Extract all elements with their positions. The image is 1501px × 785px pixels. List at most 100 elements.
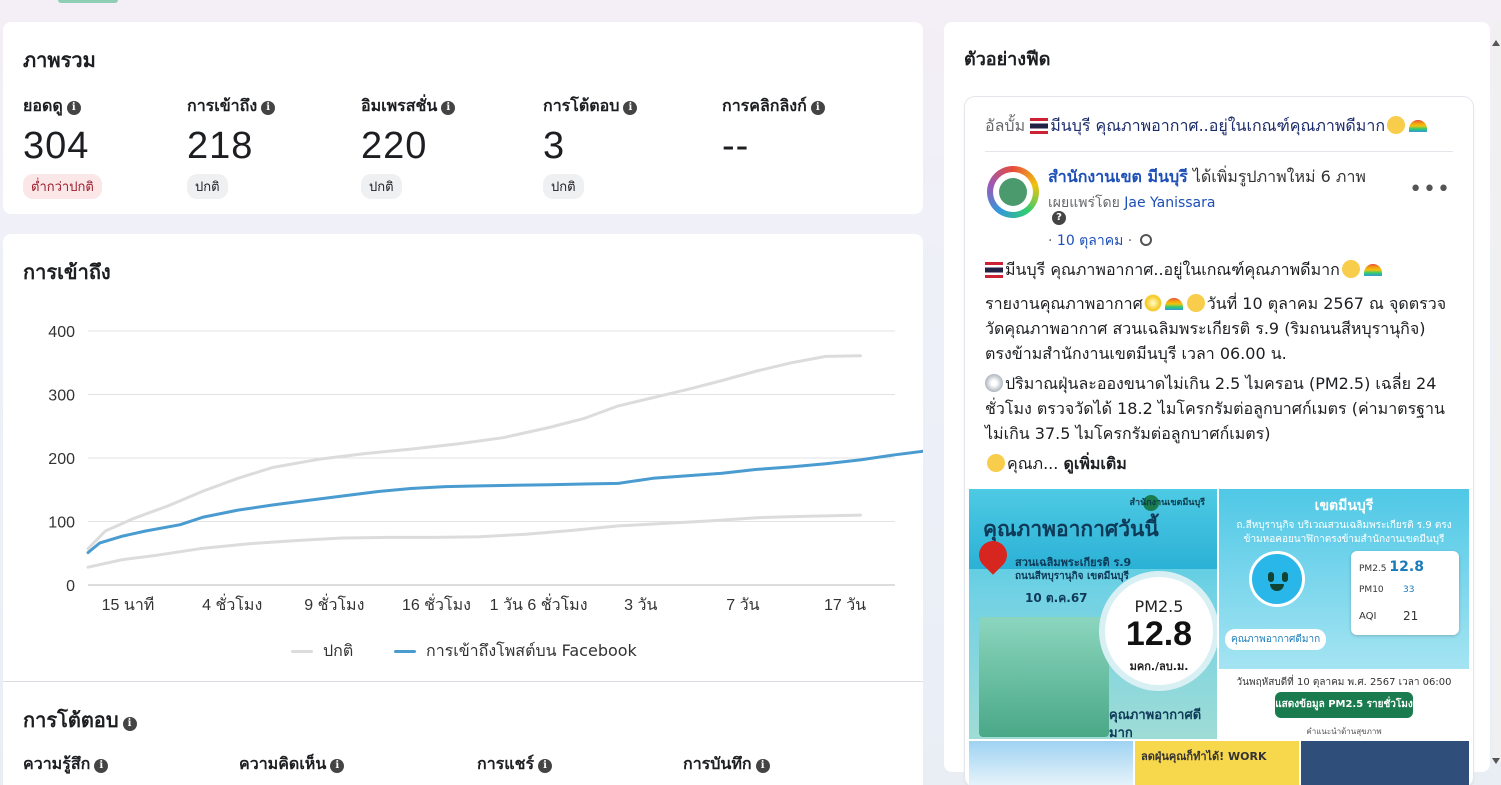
- x-tick-label: 1 วัน 6 ชั่วโมง: [490, 593, 588, 614]
- x-tick-label: 15 นาที: [102, 596, 155, 614]
- metric-label: การคลิกลิงก์: [722, 96, 807, 115]
- metric-views: ยอดดู i 304 ต่ำกว่าปกติ: [23, 94, 102, 199]
- status-badge: ต่ำกว่าปกติ: [23, 174, 102, 199]
- interaction-saves: การบันทึก i: [683, 752, 770, 777]
- see-more-link[interactable]: ดูเพิ่มเติม: [1063, 454, 1127, 473]
- info-icon[interactable]: i: [94, 759, 109, 773]
- sun-face-icon: [1186, 294, 1205, 312]
- dust-icon: [985, 374, 1003, 392]
- org-logo-icon: [1143, 495, 1159, 511]
- more-options-icon[interactable]: •••: [1409, 177, 1451, 202]
- flag-icon: [1030, 118, 1049, 134]
- metric-value: 3: [543, 125, 566, 167]
- air-reading-box: PM2.5 12.8 PM10 33 AQI 21: [1351, 551, 1459, 635]
- series-line-facebook-reach: [86, 449, 923, 555]
- legend-facebook: การเข้าถึงโพสต์บน Facebook: [394, 639, 637, 664]
- metric-label: อิมเพรสชั่น: [361, 96, 438, 115]
- page-scrollbar[interactable]: [1493, 22, 1501, 762]
- post-preview: อัลบั้ม มีนบุรี คุณภาพอากาศ..อยู่ในเกณฑ์…: [965, 97, 1473, 785]
- post-image-thumb-1[interactable]: [969, 741, 1133, 785]
- y-tick-label: 100: [48, 515, 75, 532]
- x-tick-label: 16 ชั่วโมง: [402, 593, 471, 614]
- pm25-gauge: PM2.5 12.8 มคก./ลบ.ม.: [1099, 571, 1217, 691]
- building-illustration: [979, 617, 1109, 737]
- overview-title: ภาพรวม: [23, 48, 96, 72]
- reach-title: การเข้าถึง: [23, 260, 111, 284]
- info-icon[interactable]: i: [538, 759, 553, 773]
- metric-value: 304: [23, 125, 90, 167]
- post-image-thumb-3[interactable]: [1301, 741, 1469, 785]
- series-line-normal-range: [86, 513, 862, 569]
- metric-value: 218: [187, 125, 254, 167]
- feed-preview-card: ตัวอย่างฟีด อัลบั้ม มีนบุรี คุณภาพอากาศ.…: [944, 22, 1490, 785]
- info-icon[interactable]: i: [441, 101, 456, 115]
- x-tick-label: 4 ชั่วโมง: [202, 593, 262, 614]
- info-icon[interactable]: i: [330, 759, 345, 773]
- status-badge: ปกติ: [187, 174, 228, 199]
- interactions-title: การโต้ตอบ i: [23, 704, 137, 736]
- post-date[interactable]: 10 ตุลาคม: [1056, 233, 1124, 249]
- feed-title: ตัวอย่างฟีด: [964, 49, 1051, 70]
- question-icon[interactable]: ?: [1052, 211, 1066, 225]
- metric-impressions: อิมเพรสชั่น i 220 ปกติ: [361, 94, 456, 199]
- info-icon[interactable]: i: [623, 101, 638, 115]
- reach-card: การเข้าถึง 0 100 200 300 400 15 นาที 4 ชั่วโมง…: [3, 234, 923, 785]
- legend-label: การเข้าถึงโพสต์บน Facebook: [426, 641, 637, 660]
- post-line-2: รายงานคุณภาพอากาศ วันที่ 10 ตุลาคม 2567 ณ…: [985, 294, 1447, 363]
- scroll-down-arrow-icon[interactable]: [1492, 758, 1500, 764]
- metric-label: การโต้ตอบ: [543, 96, 620, 115]
- shared-by: เผยแพร่โดย Jae Yanissara: [1048, 195, 1216, 211]
- metric-link-clicks: การคลิกลิงก์ i --: [722, 94, 825, 168]
- shared-by-name[interactable]: Jae Yanissara: [1124, 195, 1216, 211]
- post-author: สำนักงานเขต มีนบุรี ได้เพิ่มรูปภาพใหม่ 6…: [1048, 165, 1366, 190]
- post-date-line: · 10 ตุลาคม ·: [1048, 230, 1152, 252]
- avatar[interactable]: [987, 166, 1039, 218]
- top-tab-indicator: [58, 0, 118, 3]
- interaction-reactions: ความรู้สึก i: [23, 752, 109, 777]
- post-image-thumb-2[interactable]: ลดฝุ่นคุณก็ทำได้! WORK: [1135, 741, 1299, 785]
- info-icon[interactable]: i: [755, 759, 770, 773]
- globe-icon: [1139, 234, 1152, 246]
- info-icon[interactable]: i: [66, 101, 81, 115]
- scroll-up-arrow-icon[interactable]: [1492, 40, 1500, 46]
- legend-label: ปกติ: [323, 641, 354, 660]
- reach-chart: 0 100 200 300 400 15 นาที 4 ชั่วโมง 9 ชั่วโมง 16…: [48, 324, 923, 614]
- metric-value: 220: [361, 125, 428, 167]
- metric-label: การเข้าถึง: [187, 96, 258, 115]
- sun-face-icon: [1387, 116, 1406, 134]
- info-icon[interactable]: i: [261, 101, 276, 115]
- album-title[interactable]: มีนบุรี คุณภาพอากาศ..อยู่ในเกณฑ์คุณภาพดี…: [1050, 116, 1386, 135]
- rainbow-icon: [1363, 264, 1382, 276]
- legend-swatch: [291, 650, 313, 653]
- post-image-district[interactable]: เขตมีนบุรี ถ.สีหบุรานุกิจ บริเวณสวนเฉลิม…: [1219, 489, 1469, 739]
- post-divider: [985, 151, 1453, 152]
- series-line-normal-range: [86, 354, 862, 551]
- smiley-face-icon: [1249, 551, 1305, 607]
- metric-interactions: การโต้ตอบ i 3 ปกติ: [543, 94, 638, 199]
- interaction-comments: ความคิดเห็น i: [239, 752, 345, 777]
- album-prefix: อัลบั้ม: [985, 116, 1026, 135]
- x-tick-label: 9 ชั่วโมง: [304, 593, 364, 614]
- rainbow-icon: [1409, 120, 1428, 132]
- section-divider: [3, 681, 923, 682]
- flag-icon: [985, 262, 1003, 278]
- info-icon[interactable]: i: [122, 717, 137, 731]
- sun-face-icon: [1341, 260, 1360, 278]
- post-line-3: ปริมาณฝุ่นละอองขนาดไม่เกิน 2.5 ไมครอน (P…: [985, 374, 1445, 443]
- metric-value: --: [722, 125, 750, 167]
- post-line-4: คุณภ... ดูเพิ่มเติม: [985, 451, 1455, 476]
- y-tick-label: 400: [48, 324, 75, 341]
- album-header: อัลบั้ม มีนบุรี คุณภาพอากาศ..อยู่ในเกณฑ์…: [985, 114, 1429, 139]
- legend-swatch: [394, 650, 416, 653]
- x-tick-label: 7 วัน: [726, 597, 759, 614]
- y-tick-label: 300: [48, 388, 75, 405]
- metric-reach: การเข้าถึง i 218 ปกติ: [187, 94, 276, 199]
- y-tick-label: 0: [66, 578, 75, 595]
- interaction-shares: การแชร์ i: [477, 752, 553, 777]
- x-tick-label: 3 วัน: [624, 597, 657, 614]
- post-image-air-quality[interactable]: สำนักงานเขตมีนบุรี คุณภาพอากาศวันนี้ สวน…: [969, 489, 1217, 739]
- page-name[interactable]: สำนักงานเขต มีนบุรี: [1048, 167, 1188, 186]
- status-badge: ปกติ: [543, 174, 584, 199]
- info-icon[interactable]: i: [810, 101, 825, 115]
- post-action: ได้เพิ่มรูปภาพใหม่ 6 ภาพ: [1192, 167, 1366, 186]
